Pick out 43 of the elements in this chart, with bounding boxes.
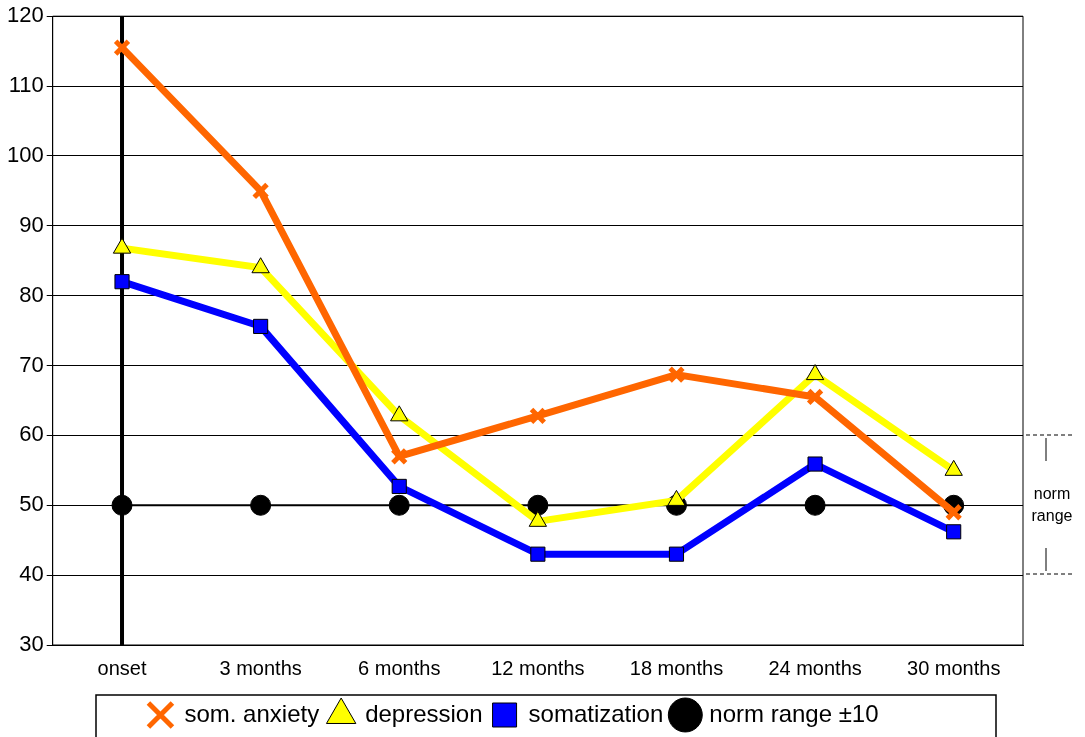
y-tick-label: 90 <box>19 211 44 237</box>
y-tick-label: 50 <box>19 491 44 517</box>
point <box>944 503 963 522</box>
legend-label: somatization <box>528 699 664 727</box>
y-tick-label: 100 <box>6 142 44 167</box>
legend-label: som. anxiety <box>184 699 320 727</box>
point <box>528 406 547 425</box>
y-tick-label: 70 <box>19 351 44 377</box>
x-tick-label: 12 months <box>491 656 585 679</box>
point <box>251 257 270 274</box>
point <box>804 494 826 516</box>
legend-label: norm range ±10 <box>709 699 879 727</box>
legend-label: depression <box>365 699 483 727</box>
point <box>250 494 272 516</box>
point <box>114 274 130 290</box>
y-tick-label: 60 <box>19 421 44 447</box>
point <box>946 524 962 540</box>
x-tick-label: 24 months <box>768 656 862 679</box>
point <box>391 478 407 494</box>
x-tick-label: 3 months <box>219 656 302 679</box>
point <box>527 494 549 516</box>
point <box>668 546 685 562</box>
point <box>807 456 823 472</box>
y-tick-label: 80 <box>19 281 44 307</box>
point <box>806 388 824 406</box>
y-tick-label: 110 <box>8 72 44 98</box>
point <box>805 364 825 381</box>
x-tick-label: onset <box>97 656 147 679</box>
x-tick-label: 6 months <box>358 656 441 679</box>
text: norm range <box>1030 484 1074 526</box>
point <box>253 318 269 334</box>
x-tick-label: 30 months <box>907 656 1001 679</box>
point <box>113 38 131 57</box>
x-tick-label: 18 months <box>629 656 724 679</box>
point <box>530 546 546 562</box>
point <box>388 494 410 516</box>
y-tick-label: 120 <box>6 2 44 28</box>
point <box>390 447 409 466</box>
y-tick-label: 40 <box>19 561 44 587</box>
point <box>111 494 133 516</box>
point <box>667 365 686 384</box>
point <box>251 182 270 200</box>
y-tick-label: 30 <box>19 631 44 657</box>
